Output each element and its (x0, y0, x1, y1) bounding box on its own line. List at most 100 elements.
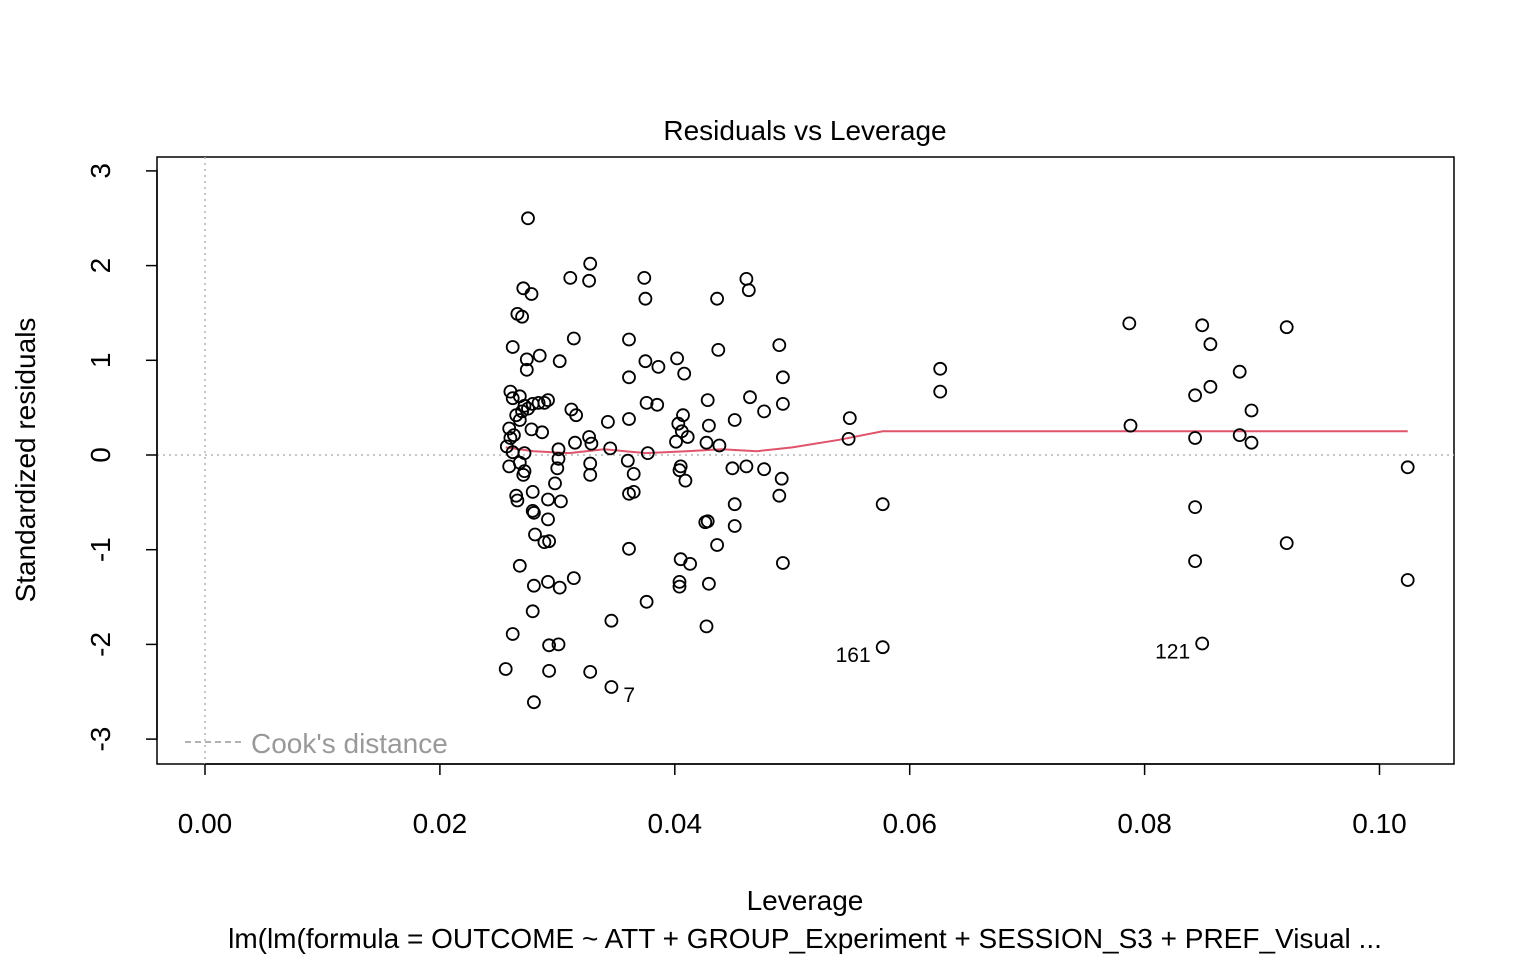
data-point (776, 396, 790, 411)
data-point (507, 428, 521, 443)
data-point (512, 413, 527, 427)
y-tick-label: -3 (85, 727, 116, 752)
data-point (638, 354, 653, 369)
data-point (1400, 573, 1415, 587)
data-point (521, 401, 535, 416)
data-point (727, 413, 742, 427)
data-point (535, 425, 549, 440)
point-label: 161 (836, 644, 871, 667)
data-point (672, 579, 687, 594)
y-axis-label: Standardized residuals (10, 318, 41, 603)
x-tick-label: 0.06 (882, 808, 937, 839)
data-point (1279, 320, 1294, 335)
data-point (528, 527, 542, 542)
points-layer (498, 211, 1415, 710)
data-point (933, 384, 948, 399)
data-point (712, 438, 727, 453)
data-point (552, 580, 567, 595)
data-point (541, 393, 555, 408)
data-point (569, 408, 583, 423)
y-tick-label: 1 (85, 353, 116, 369)
data-point (622, 541, 636, 556)
y-tick-label: -1 (85, 537, 116, 562)
data-point (603, 441, 618, 456)
data-point (519, 352, 534, 367)
data-point (1188, 388, 1202, 403)
data-point (551, 637, 566, 652)
data-point (711, 342, 726, 357)
data-point (626, 466, 641, 481)
data-point (515, 309, 529, 324)
data-point (673, 459, 688, 474)
data-point (554, 494, 568, 509)
data-point (516, 281, 531, 296)
data-point (527, 505, 541, 520)
data-point (1203, 379, 1218, 394)
data-point (525, 484, 540, 499)
data-point (505, 391, 520, 406)
data-point (739, 271, 754, 286)
data-point (537, 535, 552, 549)
data-point (1195, 636, 1210, 651)
data-point (638, 291, 653, 306)
point-labels-layer: 161 121 7 (623, 640, 1190, 707)
data-point (531, 395, 546, 410)
data-point (1400, 460, 1415, 475)
data-point (842, 411, 857, 426)
data-point (671, 416, 686, 431)
data-point (772, 488, 787, 503)
data-point (1188, 500, 1202, 515)
x-tick-label: 0.08 (1117, 808, 1172, 839)
data-point (875, 640, 890, 655)
x-axis-label: Leverage (747, 885, 864, 916)
data-point (637, 270, 652, 285)
y-tick-label: 2 (85, 258, 116, 274)
data-point (519, 362, 534, 377)
data-point (1188, 431, 1202, 445)
data-point (503, 431, 518, 445)
data-point (521, 211, 535, 226)
data-point (566, 331, 581, 346)
data-point (622, 370, 636, 385)
x-tick-label: 0.00 (178, 808, 233, 839)
data-point (498, 662, 513, 676)
data-point (710, 538, 724, 552)
data-point (542, 664, 556, 678)
data-point (542, 638, 556, 653)
smooth-line (505, 430, 1408, 455)
data-point (622, 412, 636, 426)
data-point (516, 467, 531, 482)
data-point (583, 665, 598, 679)
x-tick-label: 0.04 (648, 808, 703, 839)
data-point (550, 461, 565, 476)
data-point (677, 366, 692, 381)
data-point (678, 473, 693, 488)
data-point (525, 604, 540, 619)
data-point (552, 354, 567, 369)
x-axis: 0.00 0.02 0.04 0.06 0.08 0.10 (178, 763, 1407, 839)
data-point (542, 534, 556, 549)
data-point (700, 514, 715, 529)
data-point (702, 576, 716, 591)
data-point (739, 459, 754, 474)
y-tick-label: -2 (85, 632, 116, 657)
data-point (551, 442, 566, 457)
data-point (626, 484, 641, 499)
data-point (510, 493, 525, 508)
data-point (776, 370, 790, 385)
data-point (1122, 316, 1137, 331)
smooth-layer (505, 430, 1408, 455)
data-point (774, 471, 789, 486)
data-point (743, 390, 757, 405)
data-point (582, 273, 596, 288)
data-point (841, 431, 856, 446)
chart-title: Residuals vs Leverage (663, 115, 946, 146)
data-point (512, 558, 527, 573)
y-tick-label: 0 (85, 447, 116, 463)
data-point (551, 451, 566, 466)
data-point (1244, 403, 1259, 418)
x-tick-label: 0.02 (413, 808, 468, 839)
data-point (1244, 435, 1259, 450)
data-point (639, 594, 654, 609)
